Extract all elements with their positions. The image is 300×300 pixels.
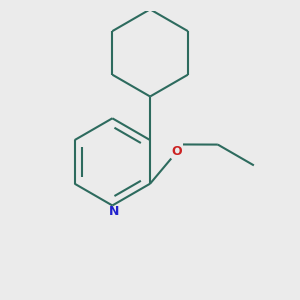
Text: O: O [172, 145, 182, 158]
Text: N: N [109, 205, 119, 218]
